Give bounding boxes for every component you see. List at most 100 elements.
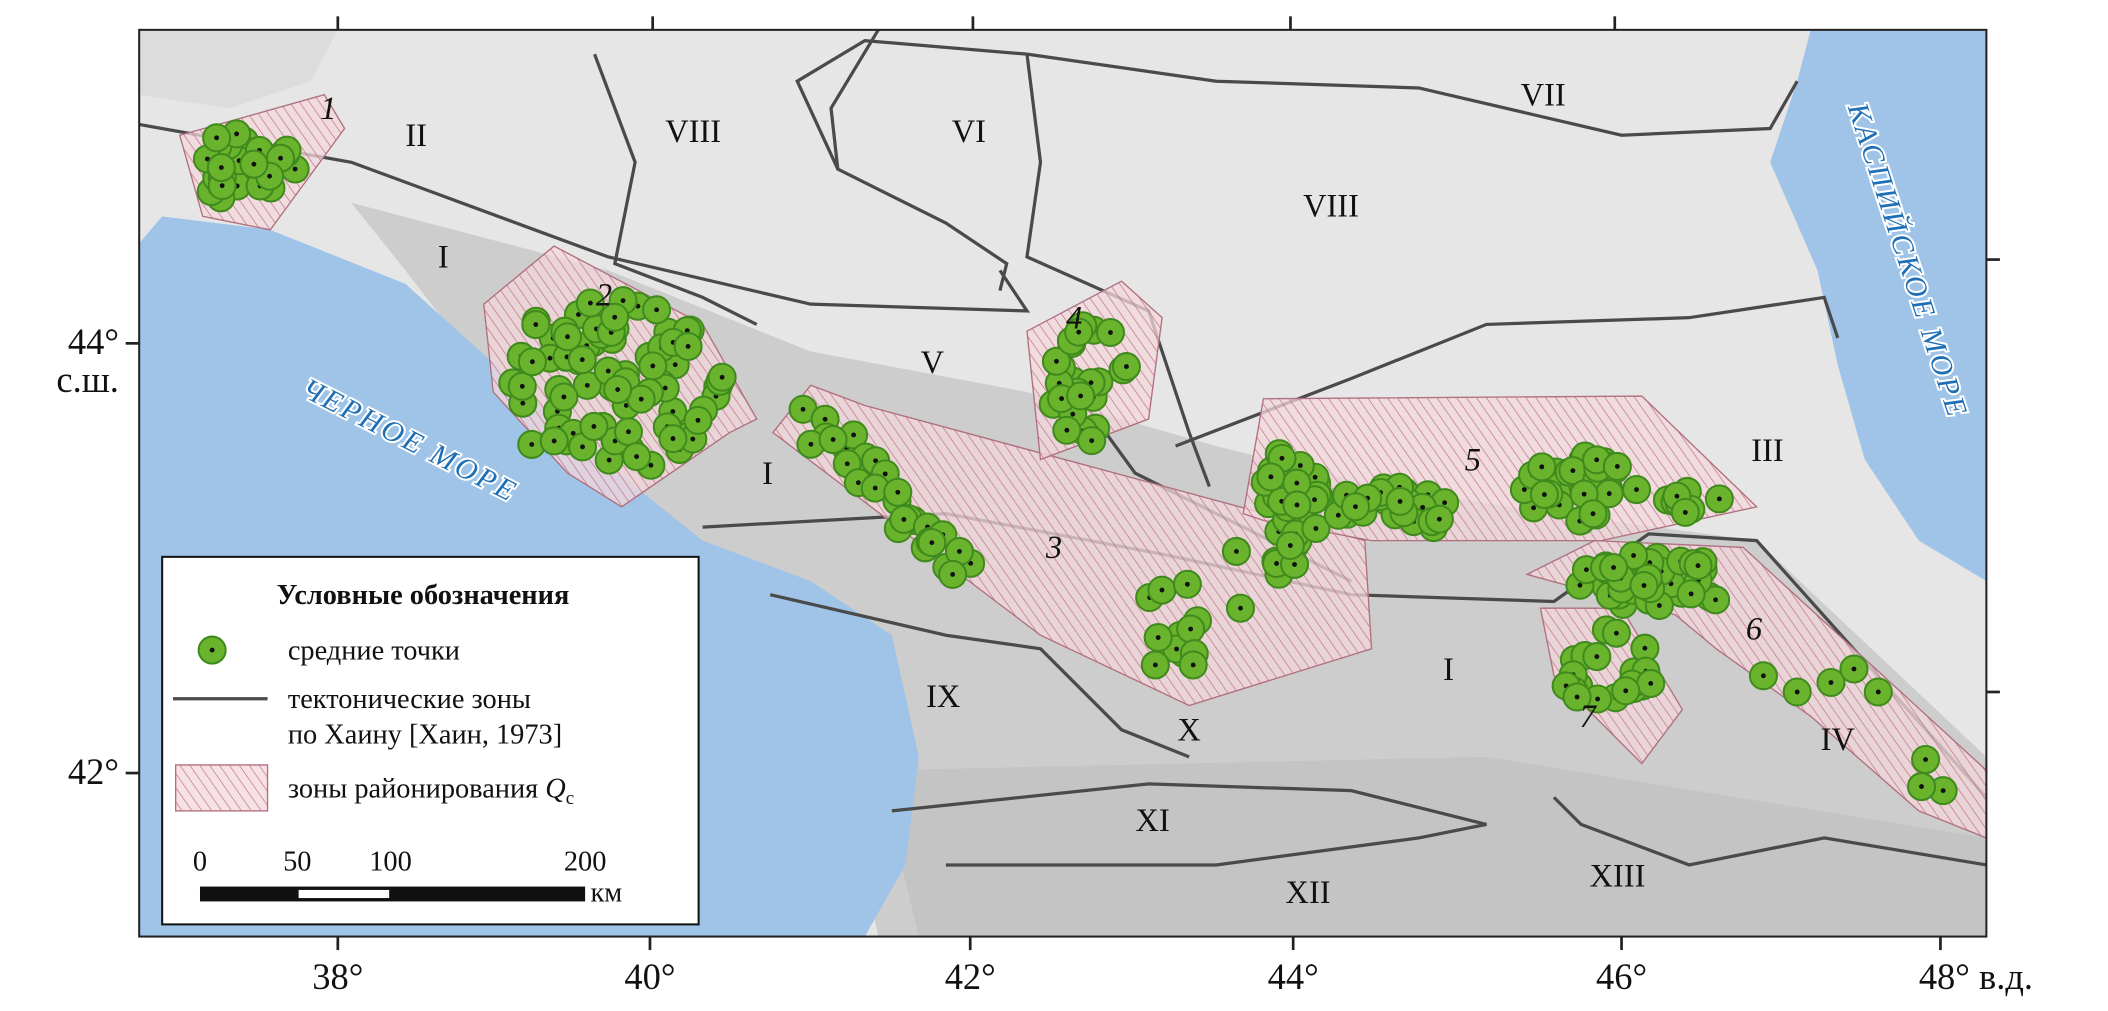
mean-point-center bbox=[1268, 474, 1274, 480]
mean-point-center bbox=[579, 357, 585, 363]
zone-label: III bbox=[1751, 433, 1783, 469]
mean-point-center bbox=[606, 457, 612, 463]
mean-point-center bbox=[561, 394, 567, 400]
mean-point-center bbox=[1108, 330, 1113, 335]
zone-label: XIII bbox=[1590, 859, 1646, 895]
mean-point-center bbox=[529, 359, 535, 365]
mean-point-center bbox=[1076, 329, 1082, 335]
mean-point-center bbox=[1188, 626, 1194, 632]
mean-point-center bbox=[251, 161, 257, 167]
mean-point-center bbox=[1594, 654, 1600, 660]
mean-point-center bbox=[1088, 380, 1094, 386]
mean-point-center bbox=[1641, 583, 1647, 588]
mean-point-center bbox=[1590, 511, 1596, 517]
mean-point-center bbox=[1233, 549, 1239, 554]
zone-label: I bbox=[1443, 652, 1454, 688]
mean-point-center bbox=[278, 155, 283, 161]
zone-label: XI bbox=[1136, 803, 1170, 839]
mean-point-center bbox=[1312, 497, 1317, 503]
mean-point-center bbox=[612, 438, 618, 444]
mean-point-center bbox=[1594, 457, 1600, 463]
mean-point-center bbox=[873, 458, 879, 464]
axis-labels: 38° 40° 42° 44° 46° 48° в.д. 44° с.ш. 42… bbox=[56, 321, 2033, 997]
mean-point-center bbox=[950, 571, 956, 577]
mean-point-center bbox=[1335, 512, 1341, 518]
legend-text: зоны районирования bbox=[288, 773, 538, 804]
mean-point-center bbox=[1123, 364, 1129, 370]
legend-box bbox=[161, 555, 700, 926]
mean-point-center bbox=[1159, 587, 1165, 593]
mean-point-center bbox=[1397, 499, 1403, 504]
mean-point-center bbox=[1760, 673, 1766, 679]
mean-point-center bbox=[1190, 662, 1196, 668]
zone-label: IX bbox=[926, 679, 960, 715]
mean-point-center bbox=[1279, 455, 1285, 461]
lon-label: 38° bbox=[312, 956, 363, 997]
mean-point-center bbox=[1521, 487, 1527, 492]
mean-point-center bbox=[551, 438, 557, 444]
mean-point-center bbox=[1642, 645, 1648, 651]
scale-bar-segment bbox=[298, 889, 390, 899]
lon-label: 42° bbox=[945, 956, 996, 997]
land-shade bbox=[139, 29, 338, 109]
mean-point-center bbox=[830, 437, 836, 442]
mean-point-center bbox=[901, 516, 907, 522]
mean-point-center bbox=[533, 322, 539, 327]
lon-label: 46° bbox=[1596, 956, 1647, 997]
region-label: 7 bbox=[1580, 699, 1598, 735]
mean-point-center bbox=[267, 173, 273, 179]
mean-point-center bbox=[1089, 438, 1095, 444]
mean-point-center bbox=[638, 396, 644, 402]
mean-point-center bbox=[1919, 784, 1924, 789]
mean-point-center bbox=[580, 444, 585, 450]
mean-point-center bbox=[1054, 358, 1059, 364]
mean-point-center bbox=[1794, 689, 1800, 695]
zone-label: VI bbox=[952, 114, 986, 150]
lon-label: 44° bbox=[1268, 956, 1319, 997]
mean-point-center bbox=[895, 489, 901, 495]
mean-point-center bbox=[1155, 635, 1161, 640]
region-label: 4 bbox=[1066, 300, 1082, 336]
mean-point-center bbox=[1634, 487, 1639, 492]
legend-label: зоны районирования Qc bbox=[288, 773, 574, 809]
zone-label: VII bbox=[1521, 78, 1566, 114]
mean-point-center bbox=[565, 334, 570, 340]
mean-point-center bbox=[1648, 681, 1654, 686]
zone-label: XII bbox=[1286, 875, 1331, 911]
zone-label: VIII bbox=[665, 114, 721, 150]
mean-point-center bbox=[1070, 411, 1076, 417]
mean-point-center bbox=[587, 300, 593, 306]
mean-point-center bbox=[1184, 581, 1190, 587]
mean-point-center bbox=[685, 344, 691, 349]
zone-label: I bbox=[762, 456, 773, 492]
region-label: 3 bbox=[1045, 530, 1062, 566]
mean-point-center bbox=[1674, 493, 1680, 499]
mean-point-center bbox=[1606, 491, 1612, 497]
mean-point-center bbox=[1531, 505, 1537, 511]
mean-point-center bbox=[219, 183, 225, 189]
mean-point-center bbox=[1851, 666, 1857, 672]
mean-point-center bbox=[218, 165, 224, 170]
mean-point-center bbox=[1152, 662, 1158, 668]
mean-point-center bbox=[851, 432, 857, 438]
map-frame bbox=[138, 28, 1988, 938]
mean-point-center bbox=[800, 406, 806, 412]
mean-point-center bbox=[670, 436, 676, 442]
mean-point-center bbox=[648, 462, 654, 468]
mean-point-center bbox=[570, 430, 576, 436]
mean-point-center bbox=[634, 454, 640, 460]
legend: Условные обозначения средние точки текто… bbox=[161, 555, 700, 926]
mean-point-center bbox=[650, 363, 656, 369]
mean-point-center bbox=[1614, 464, 1620, 469]
mean-point-center bbox=[1716, 496, 1722, 502]
mean-point-center bbox=[670, 409, 676, 415]
zone-label: V bbox=[921, 345, 945, 381]
region-labels: 1 2 3 4 5 6 7 bbox=[320, 91, 1763, 735]
mean-point-center bbox=[872, 485, 878, 491]
mean-point-center bbox=[662, 385, 668, 391]
region-label: 2 bbox=[596, 278, 612, 314]
mean-point-center bbox=[968, 560, 974, 566]
mean-point-center bbox=[605, 368, 611, 374]
mean-point-center bbox=[1577, 582, 1583, 588]
